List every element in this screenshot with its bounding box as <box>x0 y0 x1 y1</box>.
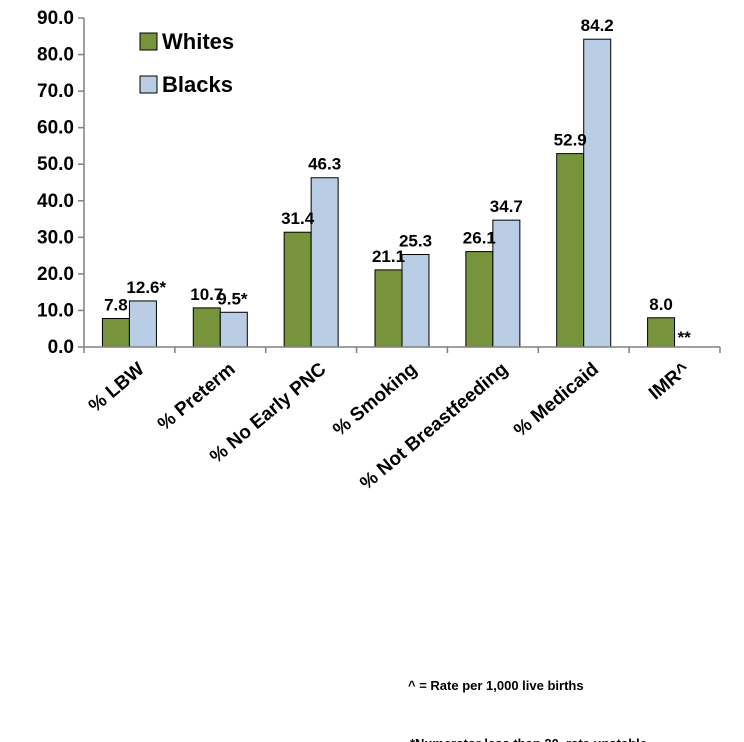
x-category-label: % LBW <box>85 359 149 417</box>
bar-whites <box>192 307 221 348</box>
data-label-blacks: 25.3 <box>399 232 432 251</box>
x-category-label: % Medicaid <box>510 359 603 442</box>
y-tick-label: 90.0 <box>37 8 74 29</box>
data-label-blacks: 84.2 <box>581 16 614 35</box>
y-tick-label: 50.0 <box>37 154 74 175</box>
y-tick-label: 40.0 <box>37 191 74 212</box>
bar-blacks <box>583 38 612 348</box>
y-tick-label: 30.0 <box>37 227 74 248</box>
footnote-unstable: *Numerator less than 20, rate unstable <box>410 736 647 742</box>
bar-blacks <box>492 219 521 348</box>
footnotes: ^ = Rate per 1,000 live births *Numerator… <box>408 678 647 742</box>
bars <box>101 38 676 348</box>
legend-swatch <box>139 32 158 51</box>
bar-blacks <box>219 311 248 348</box>
y-tick-label: 0.0 <box>48 337 74 358</box>
legend-label: Whites <box>162 29 234 54</box>
legend-label: Blacks <box>162 72 233 97</box>
x-category-label: % Preterm <box>154 359 240 436</box>
bar-whites <box>647 317 676 348</box>
legend-swatch <box>139 75 158 94</box>
data-label-blacks: 12.6* <box>126 278 166 297</box>
data-label-whites: 52.9 <box>554 131 587 150</box>
y-tick-label: 10.0 <box>37 300 74 321</box>
x-axis: % LBW% Preterm% No Early PNC% Smoking% N… <box>83 346 721 495</box>
data-label-whites: 10.7 <box>190 285 223 304</box>
bar-blacks <box>128 300 157 348</box>
footnote-rate: ^ = Rate per 1,000 live births <box>408 678 584 693</box>
x-category-label: IMR^ <box>645 359 694 405</box>
data-label-whites: 31.4 <box>281 209 315 228</box>
bar-blacks <box>310 177 339 348</box>
legend: Whites Blacks <box>139 29 234 97</box>
x-category-label: % Not Breastfeeding <box>356 359 512 495</box>
data-label-whites: 21.1 <box>372 247 405 266</box>
data-label-blacks: 34.7 <box>490 197 523 216</box>
y-tick-label: 60.0 <box>37 118 74 139</box>
bar-blacks <box>401 254 430 348</box>
bar-whites <box>556 153 585 348</box>
y-tick-label: 70.0 <box>37 81 74 102</box>
bar-whites <box>374 269 403 348</box>
x-category-label: % Smoking <box>329 359 421 441</box>
data-label-blacks: 9.5* <box>217 289 248 308</box>
y-tick-label: 20.0 <box>37 264 74 285</box>
data-label-blacks: 46.3 <box>308 155 341 174</box>
bar-whites <box>283 231 312 348</box>
y-tick-label: 80.0 <box>37 45 74 66</box>
bar-whites <box>465 251 494 348</box>
data-labels: 7.812.6* 10.79.5* 31.4 46.3 21.125.3 26.1 34.7… <box>104 16 691 347</box>
y-axis: 0.0 10.0 20.0 30.0 40.0 50.0 60.0 70.0 80.0 90.0 <box>37 8 85 358</box>
bar-whites <box>101 317 130 348</box>
data-label-whites: 26.1 <box>463 229 496 248</box>
data-label-blacks: ** <box>678 328 692 347</box>
data-label-whites: 8.0 <box>649 295 673 314</box>
data-label-whites: 7.8 <box>104 295 128 314</box>
